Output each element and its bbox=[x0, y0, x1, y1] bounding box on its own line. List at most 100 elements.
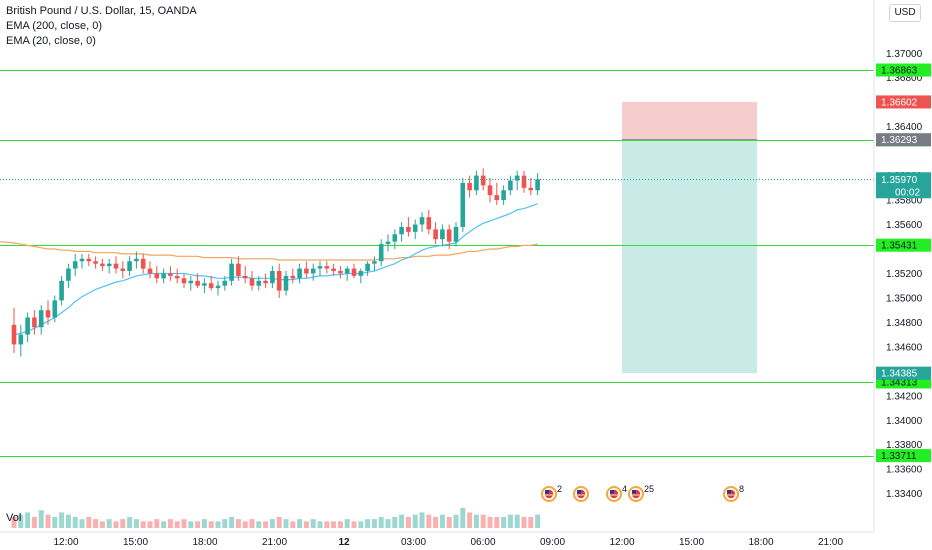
candle-body bbox=[351, 268, 357, 276]
level-tag-text: 1.36863 bbox=[881, 66, 918, 77]
candle-body bbox=[440, 229, 445, 240]
flag-canton bbox=[545, 490, 549, 494]
economic-events[interactable]: 2 4 25 8 bbox=[541, 484, 744, 502]
price-axis[interactable]: 1.370001.368001.364001.360001.358001.356… bbox=[873, 0, 932, 550]
candle-body bbox=[38, 310, 44, 328]
volume-bar bbox=[86, 516, 92, 528]
candle-body bbox=[45, 310, 51, 318]
candle-body bbox=[453, 226, 459, 242]
event-count: 8 bbox=[739, 484, 744, 494]
event-flag-icon[interactable]: 4 bbox=[606, 484, 627, 502]
candle bbox=[487, 178, 493, 203]
candle-body bbox=[86, 258, 92, 262]
event-count: 2 bbox=[557, 484, 562, 494]
currency-button[interactable]: USD bbox=[889, 4, 921, 22]
volume-bar bbox=[208, 521, 214, 528]
position-price-tag-text: 1.36293 bbox=[881, 135, 918, 146]
y-tick-label: 1.34600 bbox=[886, 342, 923, 353]
candle-body bbox=[399, 226, 404, 235]
volume-bar bbox=[99, 521, 105, 528]
stop-loss-zone[interactable] bbox=[622, 101, 757, 140]
volume-bar bbox=[79, 519, 85, 528]
candle bbox=[86, 253, 92, 267]
candle bbox=[276, 263, 282, 298]
candle bbox=[215, 280, 221, 296]
x-tick-label: 21:00 bbox=[818, 537, 843, 548]
candle bbox=[120, 261, 126, 279]
candle bbox=[100, 258, 105, 272]
volume-bar bbox=[38, 510, 44, 528]
y-tick-label: 1.35600 bbox=[886, 220, 923, 231]
candle bbox=[501, 185, 506, 205]
candle bbox=[283, 271, 289, 296]
candle bbox=[338, 266, 343, 279]
candle-body bbox=[426, 217, 432, 230]
time-axis[interactable]: 12:00 15:00 18:00 21:00 12 03:00 06:00 09:00 12:… bbox=[0, 531, 874, 548]
event-count: 4 bbox=[622, 484, 627, 494]
event-flag-icon[interactable]: 8 bbox=[723, 484, 744, 502]
candle bbox=[433, 222, 438, 245]
ema20-legend[interactable]: EMA (20, close, 0) bbox=[6, 35, 96, 47]
candle bbox=[426, 209, 432, 235]
candle-body bbox=[310, 268, 316, 274]
candle-body bbox=[154, 273, 160, 279]
volume-bar bbox=[161, 521, 167, 528]
candle bbox=[52, 295, 58, 323]
position-zones[interactable] bbox=[622, 101, 757, 374]
volume-bar bbox=[147, 521, 153, 528]
candle-body bbox=[460, 182, 466, 227]
candle-body bbox=[215, 285, 221, 289]
ema20-path bbox=[13, 203, 538, 336]
chart-legend: British Pound / U.S. Dollar, 15, OANDA E… bbox=[6, 4, 197, 49]
candle bbox=[528, 178, 534, 196]
event-flag-icon[interactable] bbox=[573, 486, 589, 502]
candle bbox=[202, 278, 207, 294]
candle bbox=[521, 170, 527, 193]
volume-bar bbox=[229, 516, 235, 528]
candle bbox=[174, 268, 180, 284]
volume-bar bbox=[487, 516, 493, 528]
candle-body bbox=[120, 268, 126, 272]
volume-bar bbox=[188, 521, 194, 528]
symbol-title[interactable]: British Pound / U.S. Dollar, 15, OANDA bbox=[6, 5, 197, 17]
candle-body bbox=[222, 280, 228, 286]
candle bbox=[25, 312, 30, 342]
x-tick-label: 15:00 bbox=[123, 537, 148, 548]
ema200-line bbox=[0, 241, 538, 261]
horizontal-levels[interactable] bbox=[0, 70, 874, 457]
candle bbox=[310, 263, 316, 281]
volume-bar bbox=[351, 521, 357, 528]
candle-body bbox=[161, 273, 166, 279]
candle-body bbox=[263, 280, 268, 284]
candle-body bbox=[25, 317, 30, 335]
y-tick-label: 1.33800 bbox=[886, 440, 923, 451]
position-price-tag-bg bbox=[876, 133, 931, 147]
candle-body bbox=[168, 273, 173, 276]
x-tick-label: 06:00 bbox=[470, 537, 495, 548]
event-flag-icon[interactable]: 2 bbox=[541, 484, 562, 502]
event-flag-icon[interactable]: 25 bbox=[628, 484, 654, 502]
candle-body bbox=[480, 175, 486, 186]
candle bbox=[236, 256, 241, 281]
candle-body bbox=[256, 280, 262, 286]
volume-label: Vol bbox=[6, 512, 22, 524]
candle bbox=[514, 170, 520, 191]
ema200-legend[interactable]: EMA (200, close, 0) bbox=[6, 20, 102, 32]
level-price-tag: 1.33711 bbox=[876, 449, 931, 463]
candle bbox=[263, 273, 268, 289]
candle bbox=[161, 268, 166, 284]
candle-body bbox=[365, 263, 370, 272]
flag-canton bbox=[610, 490, 614, 494]
candle bbox=[453, 222, 459, 247]
candle bbox=[372, 256, 377, 272]
candle bbox=[127, 256, 132, 276]
x-tick-label: 15:00 bbox=[679, 537, 704, 548]
candle-body bbox=[276, 271, 282, 291]
event-count: 25 bbox=[644, 484, 654, 494]
volume-bar bbox=[521, 516, 527, 528]
x-tick-label: 21:00 bbox=[262, 537, 287, 548]
take-profit-zone[interactable] bbox=[622, 139, 757, 374]
position-price-tag: 1.36293 bbox=[876, 133, 931, 147]
candle bbox=[508, 175, 513, 196]
